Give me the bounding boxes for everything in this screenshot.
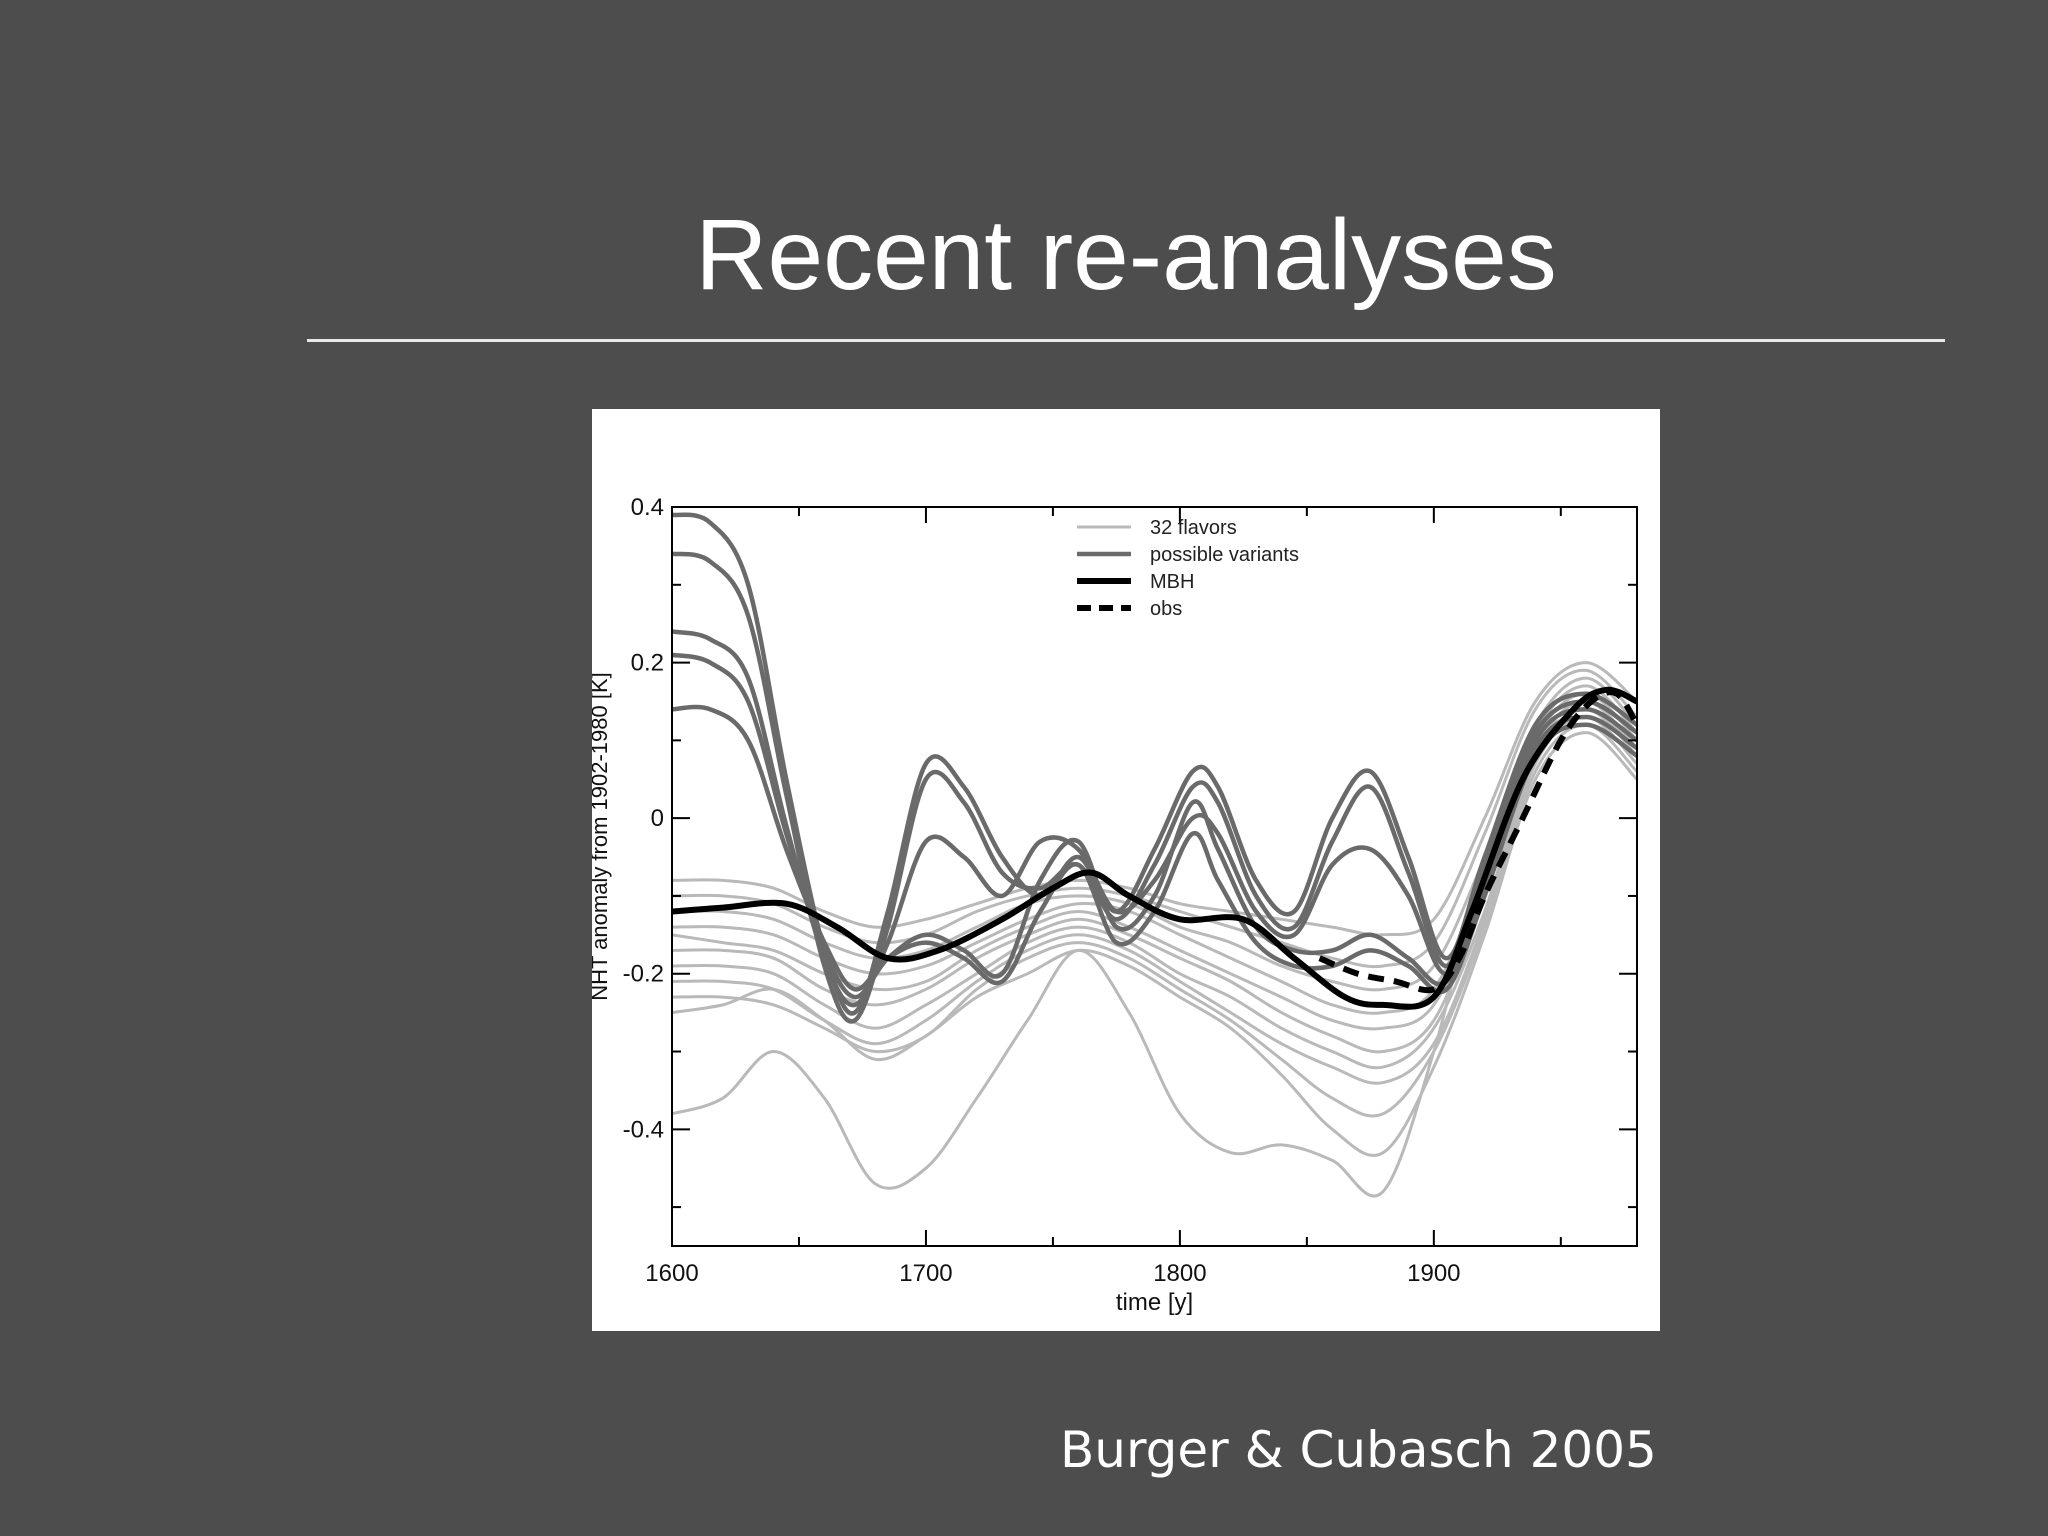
slide-title: Recent re-analyses xyxy=(695,199,1557,311)
citation: Burger & Cubasch 2005 xyxy=(1060,1421,1657,1479)
series-variants-line-5 xyxy=(672,704,1637,995)
legend-label-variants: possible variants xyxy=(1150,544,1299,566)
series-obs-line-1 xyxy=(1318,689,1637,994)
series-flavors-line-8 xyxy=(672,715,1637,1085)
chart-tick-labels: 1600 1700 1800 1900 0.4 0.2 0 -0.2 -0.4 xyxy=(623,494,1461,1287)
chart-ticks xyxy=(671,506,1637,1246)
chart-data-lines xyxy=(672,512,1637,1198)
x-tick-label: 1700 xyxy=(899,1260,952,1287)
chart-legend: 32 flavors possible variants MBH obs xyxy=(1077,517,1299,620)
series-variants-line-2 xyxy=(672,551,1637,1024)
x-axis-label: time [y] xyxy=(1116,1289,1193,1316)
x-tick-label: 1900 xyxy=(1407,1260,1460,1287)
plot-frame xyxy=(671,506,1638,1247)
y-tick-label: 0 xyxy=(651,805,664,832)
legend-label-obs: obs xyxy=(1150,598,1182,620)
x-tick-label: 1800 xyxy=(1153,1260,1206,1287)
series-flavors-line-2 xyxy=(672,668,1637,969)
chart-figure: 1600 1700 1800 1900 0.4 0.2 0 -0.2 -0.4 time [y]… xyxy=(592,409,1660,1331)
legend-label-mbh: MBH xyxy=(1150,571,1194,593)
series-flavors-line-1 xyxy=(672,661,1637,937)
y-tick-label: -0.4 xyxy=(623,1116,664,1143)
series-flavors-line-10 xyxy=(672,731,1637,1157)
series-mbh-line-1 xyxy=(672,686,1637,1010)
y-axis-label: NHT anomaly from 1902-1980 [K] xyxy=(592,672,612,1001)
legend-label-flavors: 32 flavors xyxy=(1150,517,1237,539)
y-tick-label: 0.4 xyxy=(631,494,664,521)
x-tick-label: 1600 xyxy=(645,1260,698,1287)
y-tick-label: 0.2 xyxy=(631,650,664,677)
chart-svg: 1600 1700 1800 1900 0.4 0.2 0 -0.2 -0.4 time [y]… xyxy=(592,494,1638,1316)
title-divider xyxy=(307,339,1945,342)
y-tick-label: -0.2 xyxy=(623,961,664,988)
